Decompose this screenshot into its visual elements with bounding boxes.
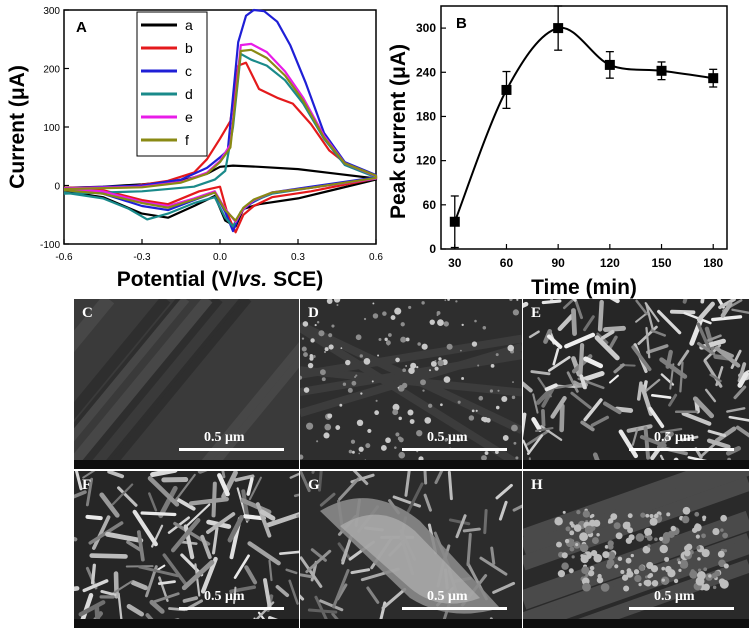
legend-box	[136, 11, 208, 157]
legend-label-d: d	[185, 86, 193, 102]
scale-bar	[402, 448, 507, 451]
sem-info-bar	[74, 619, 299, 628]
scale-label: 0.5 μm	[427, 430, 468, 445]
sem-panel-letter: D	[308, 305, 319, 321]
sem-info-bar	[523, 460, 749, 469]
x-tick-label: 180	[703, 256, 723, 270]
sem-info-bar	[300, 460, 522, 469]
y-tick-label: 200	[43, 65, 60, 76]
x-axis-label-b: Time (min)	[531, 276, 637, 299]
y-tick-label: 60	[423, 198, 437, 212]
data-point	[553, 23, 564, 34]
x-tick-label: 120	[600, 256, 620, 270]
scale-bar	[629, 448, 734, 451]
x-tick-label: 0.6	[369, 252, 383, 263]
cv-plot: -0.6 -0.3 0.0 0.3 0.6 -100 0 100 200 300 A Potentia…	[6, 6, 383, 291]
y-tick-label: -100	[40, 240, 60, 251]
sem-panel-d: D 0.5 μm	[300, 299, 522, 469]
x-tick-label: 30	[448, 256, 462, 270]
sem-panel-letter: E	[531, 305, 542, 321]
x-tick-label: 0.0	[213, 252, 227, 263]
legend-label-a: a	[185, 17, 193, 33]
data-point	[604, 59, 615, 70]
sem-panel-letter: C	[82, 305, 93, 321]
y-tick-label: 0	[429, 242, 436, 256]
scale-label: 0.5 μm	[654, 430, 695, 445]
scale-bar	[402, 607, 507, 610]
data-point	[449, 216, 460, 227]
peak-current-line	[453, 27, 714, 223]
legend-label-c: c	[185, 63, 192, 79]
sem-panel-h: H 0.5 μm	[523, 471, 749, 628]
y-tick-label: 240	[416, 65, 436, 79]
sem-panel-letter: F	[82, 477, 92, 493]
sem-panel-letter: H	[531, 477, 543, 493]
y-tick-label: 300	[43, 6, 60, 17]
x-tick-label: 150	[652, 256, 672, 270]
plot-frame-b	[440, 5, 728, 250]
scale-label: 0.5 μm	[204, 589, 245, 604]
sem-panel-letter: G	[308, 477, 320, 493]
y-tick-label: 180	[416, 109, 436, 123]
x-tick-label: -0.3	[133, 252, 151, 263]
x-tick-label: 0.3	[291, 252, 305, 263]
sem-texture	[300, 299, 522, 469]
scale-bar	[629, 607, 734, 610]
data-point	[656, 65, 667, 76]
sem-panel-c: C 0.5 μm	[74, 299, 299, 469]
y-axis-label-b: Peak current (μA)	[387, 44, 410, 219]
sem-info-bar	[74, 460, 299, 469]
data-point	[708, 73, 719, 84]
x-tick-label: 60	[500, 256, 514, 270]
cv-curve-c	[63, 8, 378, 233]
panel-label-b: B	[456, 15, 467, 32]
scale-bar	[179, 448, 284, 451]
peak-current-plot: 30 60 90 120 150 180 0 60 120 180 240 300 B Time (min…	[387, 5, 728, 299]
sem-texture	[523, 471, 749, 628]
legend-label-e: e	[185, 109, 193, 125]
y-tick-label: 100	[43, 123, 60, 134]
sem-texture	[74, 471, 299, 628]
sem-panel-e: E 0.5 μm	[523, 299, 749, 469]
sem-info-bar	[300, 619, 522, 628]
sem-info-bar	[523, 619, 749, 628]
scale-bar	[179, 607, 284, 610]
sem-panel-f: F 0.5 μm	[74, 471, 299, 628]
panel-label-a: A	[76, 19, 87, 36]
y-tick-label: 120	[416, 154, 436, 168]
sem-panel-g: G 0.5 μm	[300, 471, 522, 628]
data-point	[501, 84, 512, 95]
scale-label: 0.5 μm	[204, 430, 245, 445]
legend-label-f: f	[185, 132, 189, 148]
y-axis-label: Current (μA)	[6, 65, 29, 189]
sem-texture	[74, 299, 299, 469]
cv-curve-f	[63, 48, 378, 222]
sem-texture	[300, 471, 522, 628]
x-axis-label: Potential (V/vs. SCE)	[117, 268, 324, 291]
scale-label: 0.5 μm	[427, 589, 468, 604]
sem-texture	[523, 299, 749, 469]
legend-label-b: b	[185, 40, 193, 56]
x-tick-label: -0.6	[55, 252, 73, 263]
scale-label: 0.5 μm	[654, 589, 695, 604]
x-tick-label: 90	[551, 256, 565, 270]
y-tick-label: 0	[54, 182, 60, 193]
y-tick-label: 300	[416, 21, 436, 35]
